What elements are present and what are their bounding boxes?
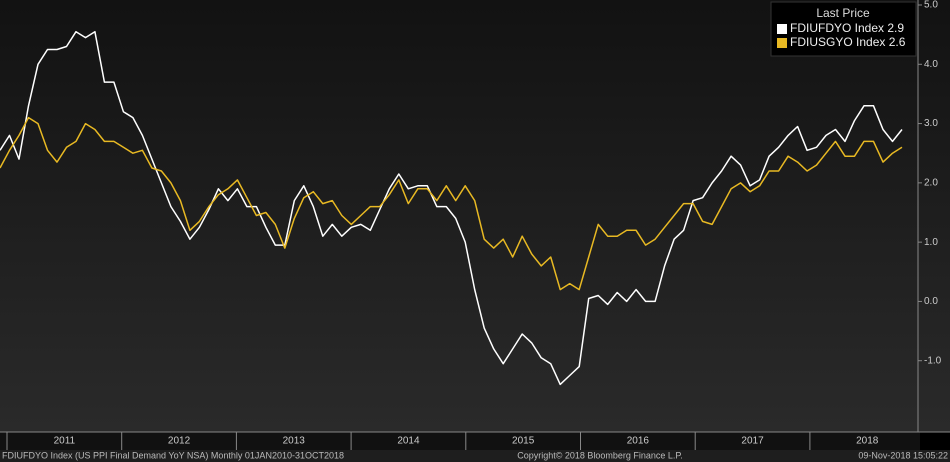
legend-box <box>770 1 917 57</box>
y-tick-label: 4.0 <box>924 59 938 70</box>
x-tick-label: 2013 <box>283 436 306 447</box>
legend-swatch <box>777 38 787 48</box>
plot-background <box>0 0 950 432</box>
y-tick-label: 1.0 <box>924 237 938 248</box>
x-tick-label: 2018 <box>856 436 879 447</box>
y-tick-label: 2.0 <box>924 177 938 188</box>
x-tick-label: 2011 <box>54 436 76 447</box>
footer-center: Copyright© 2018 Bloomberg Finance L.P. <box>517 450 683 460</box>
legend-swatch <box>777 24 787 34</box>
footer-right: 09-Nov-2018 15:05:22 <box>858 450 948 460</box>
x-tick-label: 2015 <box>512 436 535 447</box>
y-tick-label: 5.0 <box>924 0 938 11</box>
footer-left: FDIUFDYO Index (US PPI Final Demand YoY … <box>2 450 344 460</box>
x-tick-label: 2014 <box>397 436 420 447</box>
x-tick-label: 2016 <box>627 436 650 447</box>
series-line <box>0 30 903 386</box>
x-axis-band <box>0 432 920 450</box>
legend-label: FDIUFDYO Index 2.9 <box>790 21 904 35</box>
footer-bar <box>0 450 950 462</box>
y-tick-label: -1.0 <box>924 355 942 366</box>
x-tick-label: 2017 <box>741 436 764 447</box>
series-line <box>0 116 903 291</box>
y-tick-label: 0.0 <box>924 296 938 307</box>
x-tick-label: 2012 <box>168 436 191 447</box>
legend-title: Last Price <box>816 6 870 20</box>
y-tick-label: 3.0 <box>924 118 938 129</box>
legend-label: FDIUSGYO Index 2.6 <box>790 35 906 49</box>
